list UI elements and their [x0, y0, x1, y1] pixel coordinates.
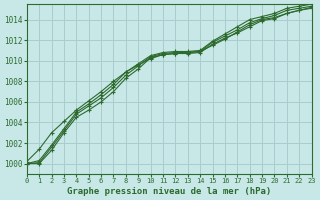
X-axis label: Graphe pression niveau de la mer (hPa): Graphe pression niveau de la mer (hPa)	[67, 187, 271, 196]
